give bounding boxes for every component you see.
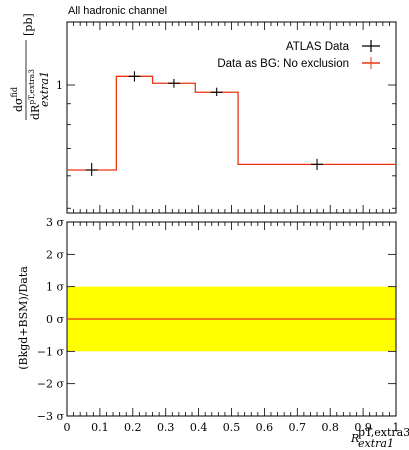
ratio-ylabel: (Bkgd+BSM)/Data <box>17 266 30 370</box>
main-y-tick-label: 1 <box>56 79 63 92</box>
x-tick-label: 0.1 <box>91 421 109 434</box>
xlabel-base: R <box>350 432 359 445</box>
x-tick-label: 0.8 <box>321 421 339 434</box>
ratio-y-tick-label: −3 σ <box>37 410 65 423</box>
ylabel-num-sup: fid <box>10 87 19 97</box>
x-tick-label: 0.9 <box>354 421 372 434</box>
mc-histogram-line <box>67 75 396 171</box>
legend-label-mc: Data as BG: No exclusion <box>217 58 349 70</box>
x-axis-label: R pT,extra3 extra1 <box>350 426 409 450</box>
ratio-y-tick-label: 0 σ <box>46 313 64 326</box>
x-tick-label: 0.7 <box>289 421 307 434</box>
ratio-y-tick-label: 2 σ <box>46 248 64 261</box>
x-tick-label: 1 <box>393 421 400 434</box>
chart-title: All hadronic channel <box>68 5 167 17</box>
ratio-y-tick-label: −1 σ <box>37 345 65 358</box>
legend: ATLAS Data Data as BG: No exclusion <box>217 40 380 70</box>
ylabel-den-sub: extra1 <box>38 71 51 107</box>
ylabel-den: dR <box>29 104 42 120</box>
ylabel-unit: [pb] <box>22 13 35 36</box>
ylabel-den-sup: pT,extra3 <box>27 69 36 105</box>
x-tick-label: 0.4 <box>190 421 208 434</box>
xlabel-sup: pT,extra3 <box>358 426 409 439</box>
ratio-y-tick-label: 1 σ <box>46 281 64 294</box>
legend-label-data: ATLAS Data <box>286 41 350 53</box>
main-ylabel: dσfid dRpT,extra3 extra1 [pb] <box>10 13 51 120</box>
ylabel-num: dσ <box>12 97 25 112</box>
xlabel-sub: extra1 <box>358 437 394 450</box>
x-tick-label: 0 <box>64 421 71 434</box>
x-tick-label: 0.5 <box>223 421 241 434</box>
svg-text:dσfid: dσfid <box>10 87 25 112</box>
ratio-y-tick-label: −2 σ <box>37 378 65 391</box>
x-tick-label: 0.6 <box>256 421 274 434</box>
chart-marks: 0 0.1 0.2 0.3 0.4 0.5 0.6 0.7 0.8 0.9 1 1 −3 σ −2 σ −1… <box>37 21 400 434</box>
svg-text:dRpT,extra3: dRpT,extra3 <box>27 69 42 120</box>
x-tick-label: 0.3 <box>157 421 175 434</box>
x-tick-label: 0.2 <box>124 421 142 434</box>
ratio-y-tick-label: 3 σ <box>46 216 64 229</box>
